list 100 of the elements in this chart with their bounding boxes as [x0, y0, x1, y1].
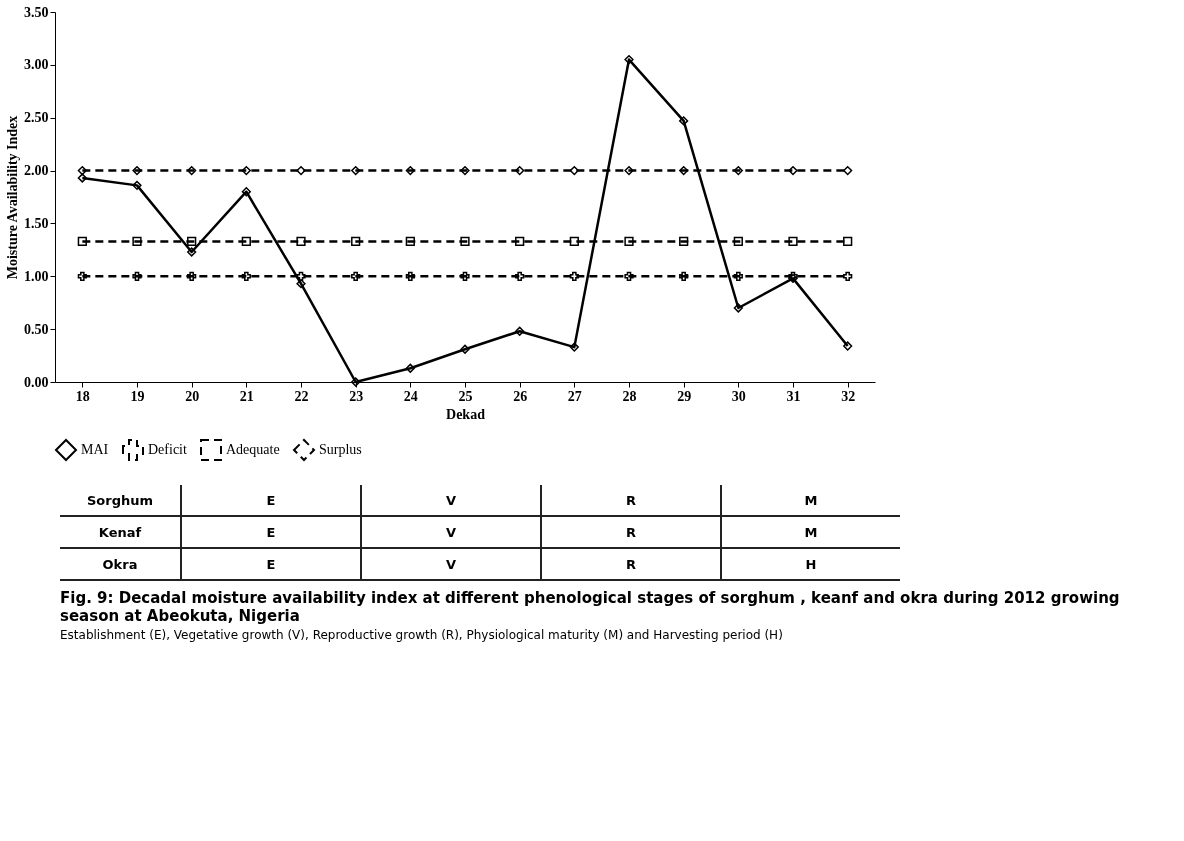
point — [132, 236, 142, 247]
point — [460, 165, 470, 176]
x-tick-label: 31 — [786, 388, 801, 404]
point — [788, 165, 798, 176]
point — [569, 236, 579, 247]
text: Establishment (E), Vegetative growth (V), Reproductive growth (R), Physiological maturity (M) and Harvesting period (H) — [60, 628, 784, 642]
point — [77, 236, 87, 247]
point — [405, 165, 415, 176]
y-tick-label: 0.50 — [24, 321, 49, 337]
point — [733, 236, 743, 247]
text: V — [360, 517, 540, 547]
point — [296, 165, 306, 176]
point — [77, 271, 87, 281]
point — [351, 271, 361, 281]
x-tick-label: 24 — [403, 388, 418, 404]
point — [187, 165, 197, 176]
text: R — [540, 485, 720, 515]
point — [296, 271, 306, 281]
point — [733, 165, 743, 176]
text: H — [720, 549, 900, 579]
legend-label: Deficit — [148, 442, 187, 457]
point — [187, 236, 197, 247]
y-tick-label: 3.50 — [24, 4, 49, 20]
point — [296, 236, 306, 247]
point — [460, 344, 470, 354]
y-tick-label: 0.00 — [24, 374, 49, 390]
x-tick-label: 23 — [349, 388, 364, 404]
point — [351, 165, 361, 176]
point — [624, 271, 634, 281]
text: Kenaf — [97, 524, 143, 540]
x-tick-label: 18 — [75, 388, 90, 404]
point — [515, 165, 525, 176]
text: V — [360, 485, 540, 515]
point — [679, 236, 689, 247]
x-tick-label: 29 — [677, 388, 692, 404]
y-tick-label: 3.00 — [24, 57, 49, 73]
x-tick-label: 26 — [513, 388, 528, 404]
text: M — [720, 517, 900, 547]
point — [241, 187, 251, 197]
text: E — [180, 517, 360, 547]
point — [843, 271, 853, 281]
point — [515, 236, 525, 247]
legend-label: Surplus — [319, 442, 362, 457]
point — [733, 271, 743, 281]
text: E — [180, 485, 360, 515]
point — [132, 165, 142, 176]
point — [788, 236, 798, 247]
text: M — [720, 485, 900, 515]
point — [241, 165, 251, 176]
point — [132, 271, 142, 281]
point — [187, 247, 197, 257]
point — [843, 341, 853, 351]
y-tick-label: 1.50 — [24, 215, 49, 231]
point — [405, 271, 415, 281]
y-tick-label: 2.50 — [24, 110, 49, 126]
text: Sorghum — [85, 492, 155, 508]
x-tick-label: 19 — [130, 388, 145, 404]
point — [351, 236, 361, 247]
point — [569, 342, 579, 352]
point — [405, 363, 415, 373]
legend-label: MAI — [81, 442, 109, 457]
point — [569, 271, 579, 281]
point — [679, 271, 689, 281]
y-tick-label: 1.00 — [24, 268, 49, 284]
point — [679, 116, 689, 126]
point — [132, 180, 142, 190]
point — [77, 165, 87, 176]
text: R — [540, 549, 720, 579]
x-tick-label: 27 — [567, 388, 582, 404]
point — [460, 236, 470, 247]
point — [679, 165, 689, 176]
x-tick-label: 28 — [622, 388, 637, 404]
point — [515, 326, 525, 336]
point — [624, 236, 634, 247]
text: R — [540, 517, 720, 547]
y-axis-title: Moisture Availability Index — [5, 115, 20, 280]
x-tick-label: 20 — [185, 388, 200, 404]
point — [241, 236, 251, 247]
point — [624, 165, 634, 176]
point — [77, 173, 87, 183]
point — [405, 236, 415, 247]
text: V — [360, 549, 540, 579]
text: Okra — [101, 556, 139, 572]
x-tick-label: 21 — [239, 388, 254, 404]
legend-label: Adequate — [226, 442, 280, 457]
x-tick-label: 22 — [294, 388, 309, 404]
text: E — [180, 549, 360, 579]
point — [241, 271, 251, 281]
x-tick-label: 32 — [841, 388, 856, 404]
point — [624, 54, 634, 65]
point — [843, 236, 853, 247]
x-axis-title: Dekad — [446, 406, 486, 422]
point — [843, 165, 853, 176]
text: Fig. 9: Decadal moisture availability index at different phenological stages of sorghum , keanf and okra during 2012 growing season at Abeokuta, Nigeria — [60, 589, 1121, 625]
x-tick-label: 25 — [458, 388, 473, 404]
point — [733, 303, 743, 313]
point — [569, 165, 579, 176]
point — [187, 271, 197, 281]
point — [460, 271, 470, 281]
x-tick-label: 30 — [731, 388, 746, 404]
